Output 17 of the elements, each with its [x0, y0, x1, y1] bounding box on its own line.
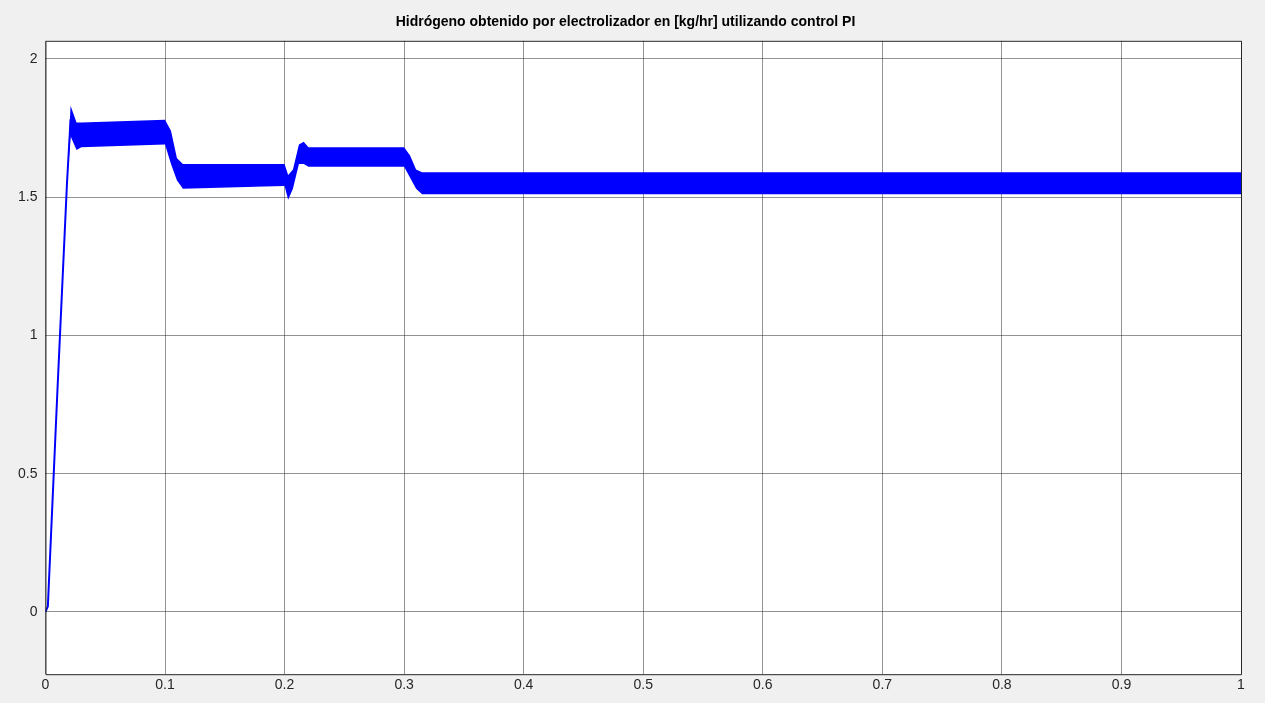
y-tick-label: 1.5	[17, 187, 38, 204]
y-tick-label: 0.5	[17, 464, 38, 481]
x-tick-label: 0.8	[992, 676, 1012, 693]
x-tick-label: 0.4	[513, 676, 534, 693]
x-tick-label: 1	[1237, 676, 1246, 693]
y-tick-label: 2	[29, 49, 38, 66]
x-tick-label: 0.9	[1111, 676, 1132, 693]
chart-title: Hidrógeno obtenido por electrolizador en [kg/hr] utilizando control PI	[395, 13, 856, 30]
x-tick-label: 0.1	[155, 676, 175, 693]
x-tick-label: 0.3	[394, 676, 415, 693]
y-tick-label: 1	[29, 326, 38, 343]
x-tick-label: 0	[41, 676, 50, 693]
x-tick-label: 0.6	[753, 676, 773, 693]
x-tick-label: 0.7	[872, 676, 893, 693]
y-tick-label: 0	[29, 602, 38, 619]
x-tick-label: 0.5	[633, 676, 654, 693]
x-tick-label: 0.2	[274, 676, 295, 693]
